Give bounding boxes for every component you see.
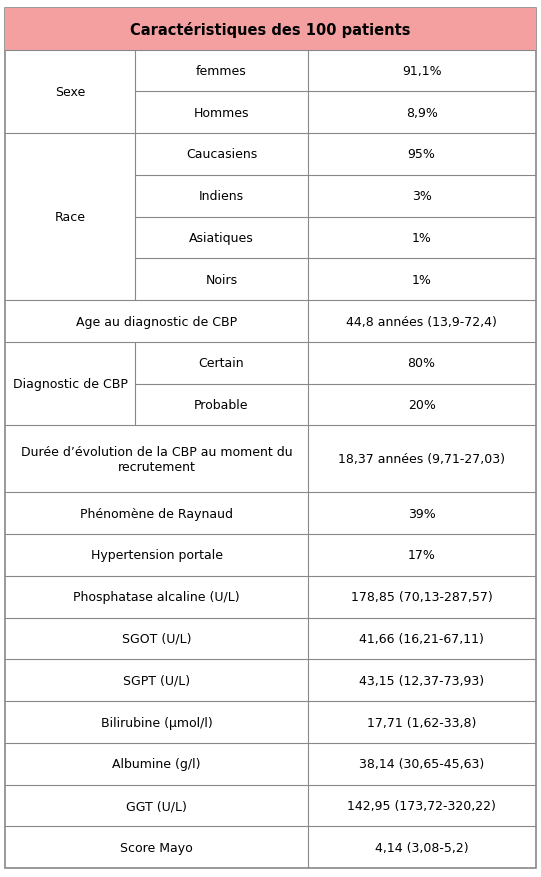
Text: 44,8 années (13,9-72,4): 44,8 années (13,9-72,4)	[346, 315, 497, 328]
Text: Phosphatase alcaline (U/L): Phosphatase alcaline (U/L)	[73, 590, 240, 603]
Text: femmes: femmes	[196, 65, 247, 78]
Text: 1%: 1%	[412, 232, 432, 245]
Bar	[5, 9, 536, 51]
Text: SGPT (U/L): SGPT (U/L)	[123, 674, 190, 687]
Text: SGOT (U/L): SGOT (U/L)	[122, 632, 192, 645]
Text: 17,71 (1,62-33,8): 17,71 (1,62-33,8)	[367, 716, 476, 729]
Text: Bilirubine (μmol/l): Bilirubine (μmol/l)	[101, 716, 213, 729]
Text: Indiens: Indiens	[199, 190, 244, 203]
Text: 1%: 1%	[412, 274, 432, 287]
Text: Asiatiques: Asiatiques	[189, 232, 254, 245]
Text: 142,95 (173,72-320,22): 142,95 (173,72-320,22)	[347, 799, 496, 812]
Text: Noirs: Noirs	[206, 274, 237, 287]
Text: 95%: 95%	[408, 148, 436, 161]
Text: Caucasiens: Caucasiens	[186, 148, 257, 161]
Text: 39%: 39%	[408, 507, 436, 520]
Text: Durée d’évolution de la CBP au moment du
recrutement: Durée d’évolution de la CBP au moment du…	[21, 446, 292, 474]
Text: Age au diagnostic de CBP: Age au diagnostic de CBP	[76, 315, 237, 328]
Text: 38,14 (30,65-45,63): 38,14 (30,65-45,63)	[359, 758, 484, 770]
Text: 41,66 (16,21-67,11): 41,66 (16,21-67,11)	[359, 632, 484, 645]
Text: 4,14 (3,08-5,2): 4,14 (3,08-5,2)	[375, 841, 469, 854]
Text: 8,9%: 8,9%	[406, 107, 438, 119]
Text: Probable: Probable	[194, 399, 249, 411]
Text: 43,15 (12,37-73,93): 43,15 (12,37-73,93)	[359, 674, 484, 687]
Text: GGT (U/L): GGT (U/L)	[126, 799, 187, 812]
Text: Hommes: Hommes	[194, 107, 249, 119]
Text: Hypertension portale: Hypertension portale	[90, 549, 222, 562]
Text: 3%: 3%	[412, 190, 432, 203]
Text: Race: Race	[55, 210, 86, 224]
Text: Score Mayo: Score Mayo	[120, 841, 193, 854]
Text: Caractéristiques des 100 patients: Caractéristiques des 100 patients	[130, 22, 411, 38]
Text: Sexe: Sexe	[55, 86, 85, 99]
Text: 91,1%: 91,1%	[402, 65, 441, 78]
Text: Diagnostic de CBP: Diagnostic de CBP	[13, 378, 128, 391]
Text: 20%: 20%	[408, 399, 436, 411]
Text: Certain: Certain	[199, 357, 245, 370]
Text: 18,37 années (9,71-27,03): 18,37 années (9,71-27,03)	[338, 453, 505, 466]
Text: 17%: 17%	[408, 549, 436, 562]
Text: 178,85 (70,13-287,57): 178,85 (70,13-287,57)	[351, 590, 492, 603]
Text: Phénomène de Raynaud: Phénomène de Raynaud	[80, 507, 233, 520]
Text: Albumine (g/l): Albumine (g/l)	[113, 758, 201, 770]
Text: 80%: 80%	[407, 357, 436, 370]
